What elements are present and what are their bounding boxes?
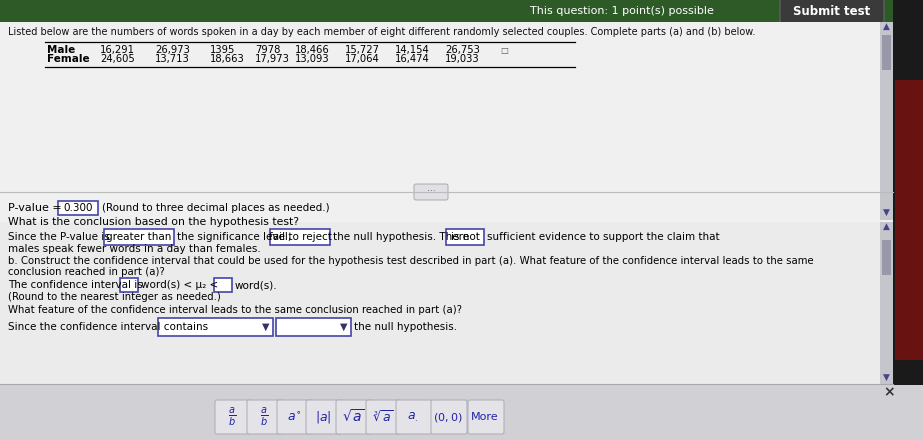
Text: word(s).: word(s).: [235, 280, 278, 290]
FancyBboxPatch shape: [247, 400, 283, 434]
Text: Since the P-value is: Since the P-value is: [8, 232, 110, 242]
FancyBboxPatch shape: [336, 400, 372, 434]
Text: Male: Male: [47, 45, 76, 55]
Text: 16,291: 16,291: [100, 45, 135, 55]
Text: ▼: ▼: [341, 322, 348, 332]
FancyBboxPatch shape: [431, 400, 467, 434]
Text: (Round to three decimal places as needed.): (Round to three decimal places as needed…: [102, 203, 330, 213]
Text: b. Construct the confidence interval that could be used for the hypothesis test : b. Construct the confidence interval tha…: [8, 256, 814, 266]
Text: 18,663: 18,663: [210, 54, 245, 64]
Text: is not: is not: [450, 232, 479, 242]
FancyBboxPatch shape: [366, 400, 402, 434]
FancyBboxPatch shape: [446, 229, 484, 245]
Text: $\sqrt[3]{a}$: $\sqrt[3]{a}$: [373, 410, 393, 425]
Text: P-value =: P-value =: [8, 203, 66, 213]
Text: 17,064: 17,064: [345, 54, 379, 64]
Text: What feature of the confidence interval leads to the same conclusion reached in : What feature of the confidence interval …: [8, 305, 462, 315]
FancyBboxPatch shape: [306, 400, 342, 434]
FancyBboxPatch shape: [276, 318, 351, 336]
Text: 26,973: 26,973: [155, 45, 190, 55]
Text: (Round to the nearest integer as needed.): (Round to the nearest integer as needed.…: [8, 292, 221, 302]
Text: Submit test: Submit test: [794, 4, 870, 18]
FancyBboxPatch shape: [215, 400, 251, 434]
FancyBboxPatch shape: [895, 80, 923, 360]
FancyBboxPatch shape: [780, 0, 884, 23]
Text: Since the confidence interval contains: Since the confidence interval contains: [8, 322, 208, 332]
Text: $(0,0)$: $(0,0)$: [433, 411, 462, 423]
FancyBboxPatch shape: [880, 222, 893, 385]
Text: the null hypothesis. There: the null hypothesis. There: [333, 232, 469, 242]
Text: 0.300: 0.300: [64, 203, 92, 213]
Text: ▼: ▼: [262, 322, 270, 332]
Text: 26,753: 26,753: [445, 45, 480, 55]
Text: Listed below are the numbers of words spoken in a day by each member of eight di: Listed below are the numbers of words sp…: [8, 27, 755, 37]
FancyBboxPatch shape: [277, 400, 313, 434]
Text: 17,973: 17,973: [255, 54, 290, 64]
Text: $a_{.}$: $a_{.}$: [407, 411, 419, 424]
FancyBboxPatch shape: [214, 278, 232, 292]
Text: greater than: greater than: [106, 232, 172, 242]
Text: 14,154: 14,154: [395, 45, 430, 55]
Text: 24,605: 24,605: [100, 54, 135, 64]
Text: $|a|$: $|a|$: [315, 409, 331, 425]
Text: sufficient evidence to support the claim that: sufficient evidence to support the claim…: [487, 232, 720, 242]
Text: 13,713: 13,713: [155, 54, 190, 64]
Text: word(s) < μ₂ <: word(s) < μ₂ <: [141, 280, 218, 290]
FancyBboxPatch shape: [0, 0, 893, 22]
Text: males speak fewer words in a day than females.: males speak fewer words in a day than fe…: [8, 244, 261, 254]
Text: conclusion reached in part (a)?: conclusion reached in part (a)?: [8, 267, 164, 277]
Text: the significance level,: the significance level,: [177, 232, 292, 242]
Text: 7978: 7978: [255, 45, 281, 55]
Text: 19,033: 19,033: [445, 54, 480, 64]
FancyBboxPatch shape: [893, 0, 923, 440]
Text: $a^{\circ}$: $a^{\circ}$: [287, 411, 301, 424]
FancyBboxPatch shape: [104, 229, 174, 245]
FancyBboxPatch shape: [0, 222, 880, 385]
FancyBboxPatch shape: [158, 318, 273, 336]
Text: ▼: ▼: [882, 208, 890, 216]
FancyBboxPatch shape: [880, 22, 893, 220]
Text: 15,727: 15,727: [345, 45, 380, 55]
Text: ▲: ▲: [882, 22, 890, 30]
Text: 1395: 1395: [210, 45, 235, 55]
Text: 16,474: 16,474: [395, 54, 430, 64]
Text: ×: ×: [883, 385, 894, 399]
Text: the null hypothesis.: the null hypothesis.: [354, 322, 457, 332]
Text: ▲: ▲: [882, 221, 890, 231]
Text: $\frac{a}{b}$: $\frac{a}{b}$: [228, 406, 236, 428]
Text: □: □: [500, 45, 508, 55]
FancyBboxPatch shape: [414, 184, 448, 200]
Text: What is the conclusion based on the hypothesis test?: What is the conclusion based on the hypo…: [8, 217, 299, 227]
Text: Female: Female: [47, 54, 90, 64]
Text: $\sqrt{a}$: $\sqrt{a}$: [342, 409, 365, 425]
FancyBboxPatch shape: [468, 400, 504, 434]
Text: 13,093: 13,093: [295, 54, 330, 64]
FancyBboxPatch shape: [0, 22, 893, 220]
FancyBboxPatch shape: [120, 278, 138, 292]
FancyBboxPatch shape: [0, 385, 923, 440]
Text: $\frac{a}{b}$: $\frac{a}{b}$: [260, 406, 268, 428]
FancyBboxPatch shape: [270, 229, 330, 245]
FancyBboxPatch shape: [882, 35, 891, 70]
FancyBboxPatch shape: [396, 400, 432, 434]
FancyBboxPatch shape: [882, 240, 891, 275]
Text: ···: ···: [426, 187, 436, 197]
FancyBboxPatch shape: [58, 201, 98, 215]
Text: 18,466: 18,466: [295, 45, 330, 55]
Text: ▼: ▼: [882, 373, 890, 381]
Text: fail to reject: fail to reject: [269, 232, 331, 242]
Text: This question: 1 point(s) possible: This question: 1 point(s) possible: [530, 6, 713, 16]
Text: More: More: [471, 412, 498, 422]
Text: The confidence interval is: The confidence interval is: [8, 280, 143, 290]
